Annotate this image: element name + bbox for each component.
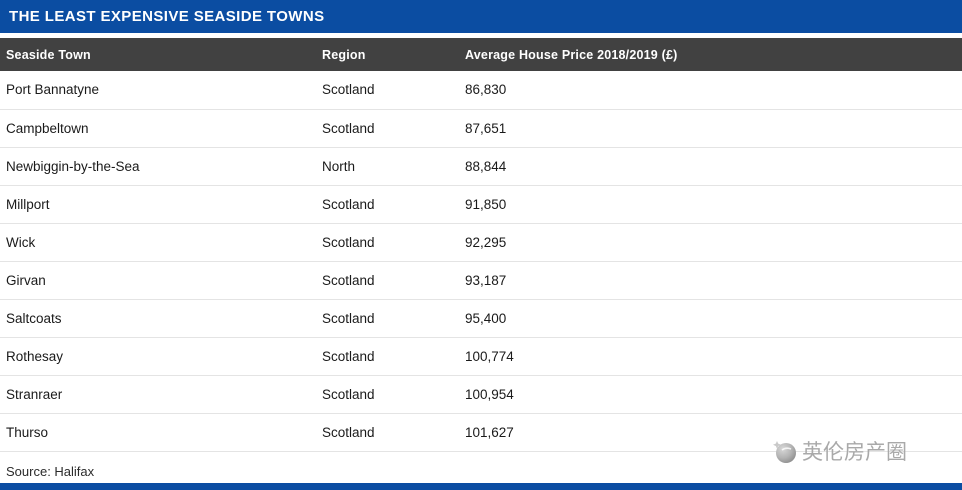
table-row: Thurso Scotland 101,627 xyxy=(0,413,962,452)
table-row: Rothesay Scotland 100,774 xyxy=(0,337,962,376)
table-row: Campbeltown Scotland 87,651 xyxy=(0,109,962,148)
cell-region: Scotland xyxy=(316,337,459,376)
cell-price: 95,400 xyxy=(459,299,962,338)
cell-town: Millport xyxy=(0,185,316,224)
bottom-accent-bar xyxy=(0,483,962,490)
cell-region: Scotland xyxy=(316,109,459,148)
cell-price: 86,830 xyxy=(459,71,962,110)
table-row: Girvan Scotland 93,187 xyxy=(0,261,962,300)
cell-town: Wick xyxy=(0,223,316,262)
cell-price: 93,187 xyxy=(459,261,962,300)
page-title: THE LEAST EXPENSIVE SEASIDE TOWNS xyxy=(9,8,325,25)
cell-price: 100,774 xyxy=(459,337,962,376)
cell-price: 100,954 xyxy=(459,375,962,414)
watermark-logo-icon xyxy=(772,438,798,464)
watermark-text: 英伦房产圈 xyxy=(802,441,907,464)
cell-region: Scotland xyxy=(316,413,459,452)
cell-region: North xyxy=(316,147,459,186)
cell-region: Scotland xyxy=(316,299,459,338)
cell-price: 87,651 xyxy=(459,109,962,148)
cell-region: Scotland xyxy=(316,261,459,300)
table-row: Saltcoats Scotland 95,400 xyxy=(0,299,962,338)
table-container: Seaside Town Region Average House Price … xyxy=(0,38,962,452)
cell-region: Scotland xyxy=(316,375,459,414)
column-header-region: Region xyxy=(316,38,459,71)
cell-town: Rothesay xyxy=(0,337,316,376)
cell-region: Scotland xyxy=(316,223,459,262)
column-header-price: Average House Price 2018/2019 (£) xyxy=(459,38,962,71)
cell-town: Port Bannatyne xyxy=(0,71,316,110)
cell-town: Stranraer xyxy=(0,375,316,414)
cell-region: Scotland xyxy=(316,71,459,110)
table-row: Newbiggin-by-the-Sea North 88,844 xyxy=(0,147,962,186)
table-row: Port Bannatyne Scotland 86,830 xyxy=(0,71,962,110)
cell-town: Girvan xyxy=(0,261,316,300)
table-header-row: Seaside Town Region Average House Price … xyxy=(0,38,962,71)
cell-price: 101,627 xyxy=(459,413,962,452)
table-row: Wick Scotland 92,295 xyxy=(0,223,962,262)
table-row: Millport Scotland 91,850 xyxy=(0,185,962,224)
source-note: Source: Halifax xyxy=(6,463,95,479)
cell-town: Campbeltown xyxy=(0,109,316,148)
cell-price: 91,850 xyxy=(459,185,962,224)
cell-price: 88,844 xyxy=(459,147,962,186)
cell-town: Thurso xyxy=(0,413,316,452)
table-body: Port Bannatyne Scotland 86,830 Campbeltown S… xyxy=(0,71,962,452)
table-row: Stranraer Scotland 100,954 xyxy=(0,375,962,414)
cell-region: Scotland xyxy=(316,185,459,224)
title-bar: THE LEAST EXPENSIVE SEASIDE TOWNS xyxy=(0,0,962,33)
watermark: 英伦房产圈 xyxy=(772,436,907,466)
cell-town: Newbiggin-by-the-Sea xyxy=(0,147,316,186)
table-header: Seaside Town Region Average House Price … xyxy=(0,38,962,71)
column-header-town: Seaside Town xyxy=(0,38,316,71)
cell-town: Saltcoats xyxy=(0,299,316,338)
cell-price: 92,295 xyxy=(459,223,962,262)
seaside-towns-table: Seaside Town Region Average House Price … xyxy=(0,38,962,452)
